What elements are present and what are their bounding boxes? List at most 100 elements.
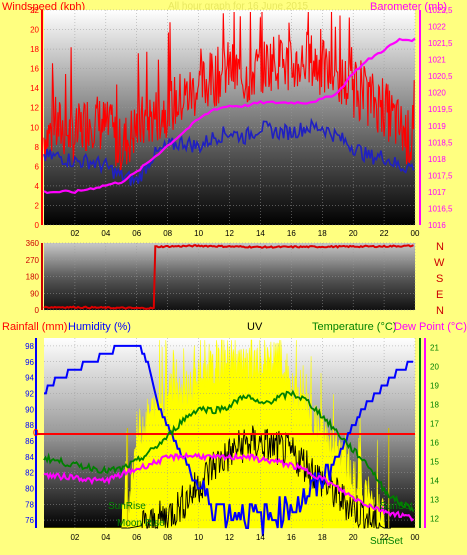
temperature-axis-title: Temperature (°C) — [312, 321, 397, 333]
panel2-left-tick: 0 — [35, 306, 40, 315]
panel2-left-tick: 270 — [26, 256, 40, 265]
panel1-left-tick: 14 — [30, 84, 39, 93]
panel3-right-tick: 15 — [430, 458, 439, 467]
panel1-right-tick: 1021,5 — [428, 39, 453, 48]
panel2-left-tick: 360 — [26, 239, 40, 248]
panel1-left-tick: 0 — [35, 221, 40, 230]
panel3-left-tick: 76 — [25, 516, 34, 525]
panel3-x-tick: 14 — [256, 533, 265, 542]
panel3-left-tick: 82 — [25, 469, 34, 478]
compass-n-bottom: N — [436, 305, 444, 317]
panel1-left-tick: 6 — [35, 162, 40, 171]
panel3-left-tick: 80 — [25, 484, 34, 493]
panel1-x-tick: 04 — [101, 229, 110, 238]
temperature-series — [43, 389, 415, 512]
panel3-x-tick: 00 — [411, 533, 420, 542]
panel2-left-tick: 180 — [26, 273, 40, 282]
panel1-left-tick: 20 — [30, 26, 39, 35]
panel1-right-tick: 1016,5 — [428, 204, 453, 213]
compass-w: W — [434, 257, 445, 269]
rainfall-axis-title: Rainfall (mm) — [2, 321, 68, 333]
panel1-x-tick: 10 — [194, 229, 203, 238]
panel1-x-tick: 18 — [318, 229, 327, 238]
panel1-x-tick: 22 — [380, 229, 389, 238]
panel3-left-tick: 88 — [25, 421, 34, 430]
panel3-right-tick: 14 — [430, 477, 439, 486]
panel3-left-tick: 86 — [25, 437, 34, 446]
panel3-right-tick: 16 — [430, 439, 439, 448]
panel1-right-tick: 1018,5 — [428, 138, 453, 147]
panel3-x-tick: 08 — [163, 533, 172, 542]
panel1-right-tick: 1021 — [428, 56, 446, 65]
panel3-left-tick: 92 — [25, 389, 34, 398]
panel3-right-tick: 12 — [430, 515, 439, 524]
panel1-left-tick: 4 — [35, 182, 40, 191]
panel3-x-tick: 18 — [318, 533, 327, 542]
panel3-left-tick: 98 — [25, 342, 34, 351]
panel1-right-tick: 1022 — [428, 23, 446, 32]
panel3-x-tick: 16 — [287, 533, 296, 542]
panel3-x-tick: 04 — [101, 533, 110, 542]
panel3-x-tick: 22 — [380, 533, 389, 542]
barometer-series — [43, 37, 416, 195]
humidity-axis-title: Humidity (%) — [68, 321, 131, 333]
panel1-right-tick: 1018 — [428, 155, 446, 164]
panel3-right-tick: 13 — [430, 496, 439, 505]
panel1-x-tick: 20 — [349, 229, 358, 238]
solar-series — [121, 425, 391, 530]
sunrise-label: SunRise — [108, 501, 146, 512]
panel3-x-tick: 06 — [132, 533, 141, 542]
panel1-right-tick: 1017 — [428, 188, 446, 197]
panel3-right-tick: 20 — [430, 363, 439, 372]
panel1-right-tick: 1019,5 — [428, 105, 453, 114]
panel1-right-tick: 1016 — [428, 221, 446, 230]
panel1-right-tick: 1022,5 — [428, 6, 453, 15]
compass-e: E — [436, 289, 444, 301]
panel3-right-tick: 17 — [430, 420, 439, 429]
humidity-series — [44, 344, 414, 536]
dewpoint-axis-title: Dew Point (°C) — [394, 321, 467, 333]
panel3-left-tick: 78 — [25, 500, 34, 509]
average-wind-series — [43, 117, 415, 186]
panel1-left-tick: 18 — [30, 45, 39, 54]
panel1-x-tick: 00 — [411, 229, 420, 238]
panel1-left-tick: 10 — [30, 123, 39, 132]
panel3-left-tick: 96 — [25, 358, 34, 367]
rain-zero-label: 0 — [33, 428, 39, 439]
panel1-x-tick: 16 — [287, 229, 296, 238]
panel3-left-tick: 94 — [25, 374, 34, 383]
wind-direction-series — [43, 244, 414, 310]
panel1-x-tick: 08 — [163, 229, 172, 238]
compass-n-top: N — [436, 241, 444, 253]
panel1-left-tick: 2 — [35, 201, 40, 210]
panel3-left-tick: 84 — [25, 453, 34, 462]
dewpoint-series — [43, 451, 415, 522]
panel1-x-tick: 12 — [225, 229, 234, 238]
chart-title-faint: All hour graph for 16 June 2015 — [168, 1, 309, 12]
panel1-right-tick: 1019 — [428, 122, 446, 131]
panel1-right-tick: 1020 — [428, 89, 446, 98]
panel3-right-tick: 18 — [430, 401, 439, 410]
panel1-right-tick: 1017,5 — [428, 171, 453, 180]
panel3-x-tick: 02 — [70, 533, 79, 542]
uv-axis-title: UV — [247, 321, 263, 333]
panel1-left-tick: 22 — [30, 6, 39, 15]
sunset-label: SunSet — [380, 501, 413, 512]
panel1-right-tick: 1020,5 — [428, 72, 453, 81]
compass-s: S — [436, 273, 444, 285]
panel3-x-tick: 10 — [194, 533, 203, 542]
panel3-x-tick: 20 — [349, 533, 358, 542]
moonset-label: SunSet — [370, 536, 403, 547]
panel1-x-tick: 14 — [256, 229, 265, 238]
panel1-x-tick: 02 — [70, 229, 79, 238]
panel3-left-tick: 90 — [25, 405, 34, 414]
panel1-left-tick: 16 — [30, 65, 39, 74]
moonrise-label: Moon Rise — [117, 518, 165, 529]
panel1-left-tick: 12 — [30, 104, 39, 113]
panel2-left-tick: 90 — [30, 289, 39, 298]
panel3-x-tick: 12 — [225, 533, 234, 542]
windspeed-series — [43, 11, 415, 174]
panel3-right-tick: 21 — [430, 344, 439, 353]
panel1-left-tick: 8 — [35, 143, 40, 152]
